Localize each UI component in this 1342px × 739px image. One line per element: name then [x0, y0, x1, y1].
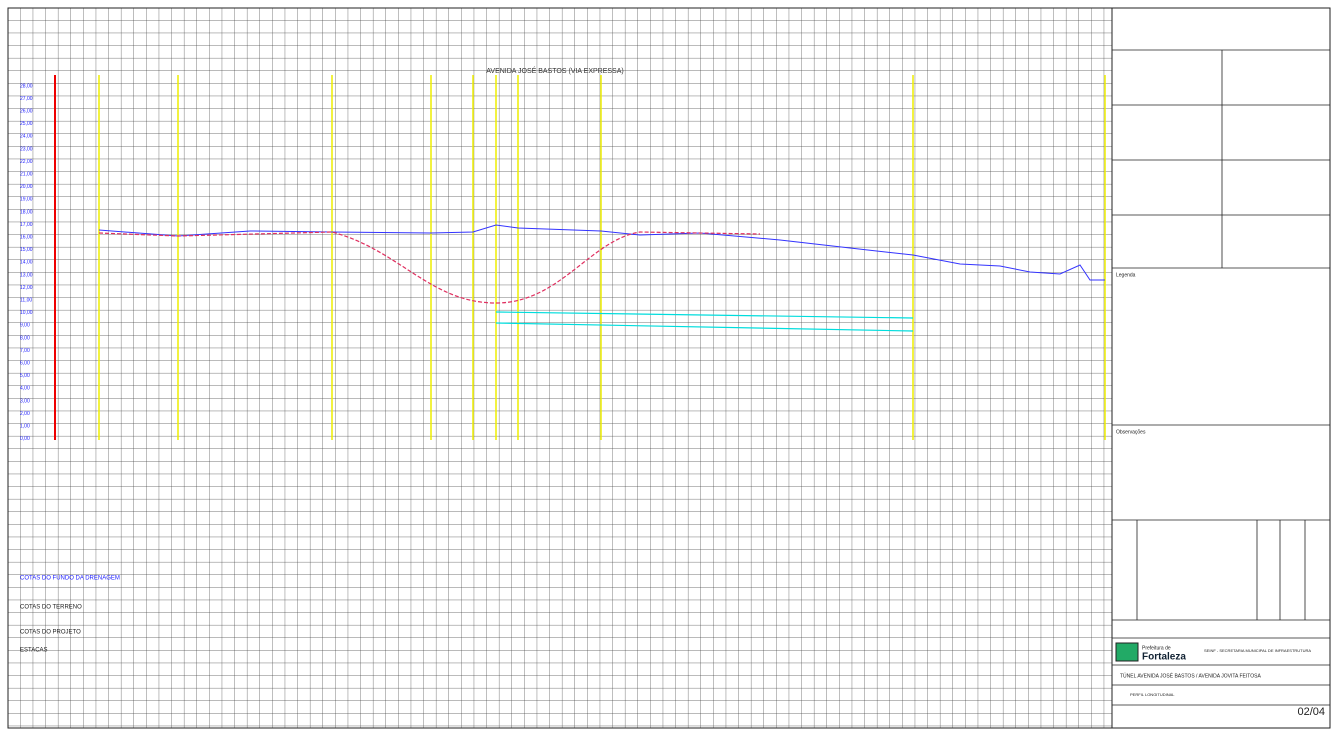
elevation-label: 0,00: [20, 436, 30, 442]
elevation-label: 20,00: [20, 184, 33, 190]
elevation-label: 12,00: [20, 285, 33, 291]
elevation-label: 11,00: [20, 298, 32, 304]
title-block: [1111, 7, 1331, 729]
elevation-label: 2,00: [20, 411, 30, 417]
elevation-label: 22,00: [20, 159, 33, 165]
elevation-label: 27,00: [20, 96, 33, 102]
elevation-label: 1,00: [20, 424, 30, 430]
elevation-label: 15,00: [20, 247, 33, 253]
elevation-label: 10,00: [20, 310, 33, 316]
elevation-label: 13,00: [20, 272, 33, 278]
notes-label: Observações: [1116, 429, 1146, 435]
sheet-number: 02/04: [1297, 706, 1325, 718]
row-label: ESTACAS: [20, 648, 48, 654]
elevation-label: 24,00: [20, 134, 33, 140]
elevation-label: 16,00: [20, 235, 33, 241]
design-profile: [98, 231, 761, 304]
elevation-label: 19,00: [20, 197, 33, 203]
elevation-label: 5,00: [20, 373, 30, 379]
grid: [7, 7, 1113, 729]
elevation-label: 28,00: [20, 83, 33, 89]
elevation-label: 14,00: [20, 260, 33, 266]
station-lines: [98, 75, 1106, 440]
drainage-lines: [495, 311, 914, 332]
row-label: COTAS DO TERRENO: [20, 605, 82, 611]
elevation-label: 6,00: [20, 361, 30, 367]
elevation-label: 9,00: [20, 323, 30, 329]
elevation-label: 17,00: [20, 222, 33, 228]
elevation-label: 4,00: [20, 386, 30, 392]
title-block-lines: [1112, 49, 1330, 706]
elevation-label: 25,00: [20, 121, 33, 127]
elevation-label: 8,00: [20, 335, 30, 341]
elevation-label: 3,00: [20, 398, 30, 404]
elevation-label: 18,00: [20, 209, 33, 215]
elevation-label: 23,00: [20, 146, 33, 152]
logo-icon: [1115, 642, 1139, 662]
elevation-label: 21,00: [20, 172, 33, 178]
logo-line2: Fortaleza: [1142, 652, 1186, 663]
elevation-label: 26,00: [20, 109, 33, 115]
drawing-name: PERFIL LONGITUDINAL: [1130, 692, 1175, 697]
profile-title: AVENIDA JOSÉ BASTOS (VIA EXPRESSA): [486, 66, 623, 75]
agency: SEINF - SECRETARIA MUNICIPAL DE INFRAEST…: [1204, 648, 1311, 653]
row-label: COTAS DO PROJETO: [20, 630, 81, 636]
logo-line1: Prefeitura de: [1142, 645, 1171, 651]
legend-label: Legenda: [1116, 272, 1136, 278]
row-label: COTAS DO FUNDO DA DRENAGEM: [20, 576, 120, 582]
elevation-label: 7,00: [20, 348, 30, 354]
project-name: TÚNEL AVENIDA JOSÉ BASTOS / AVENIDA JOVI…: [1120, 672, 1261, 679]
